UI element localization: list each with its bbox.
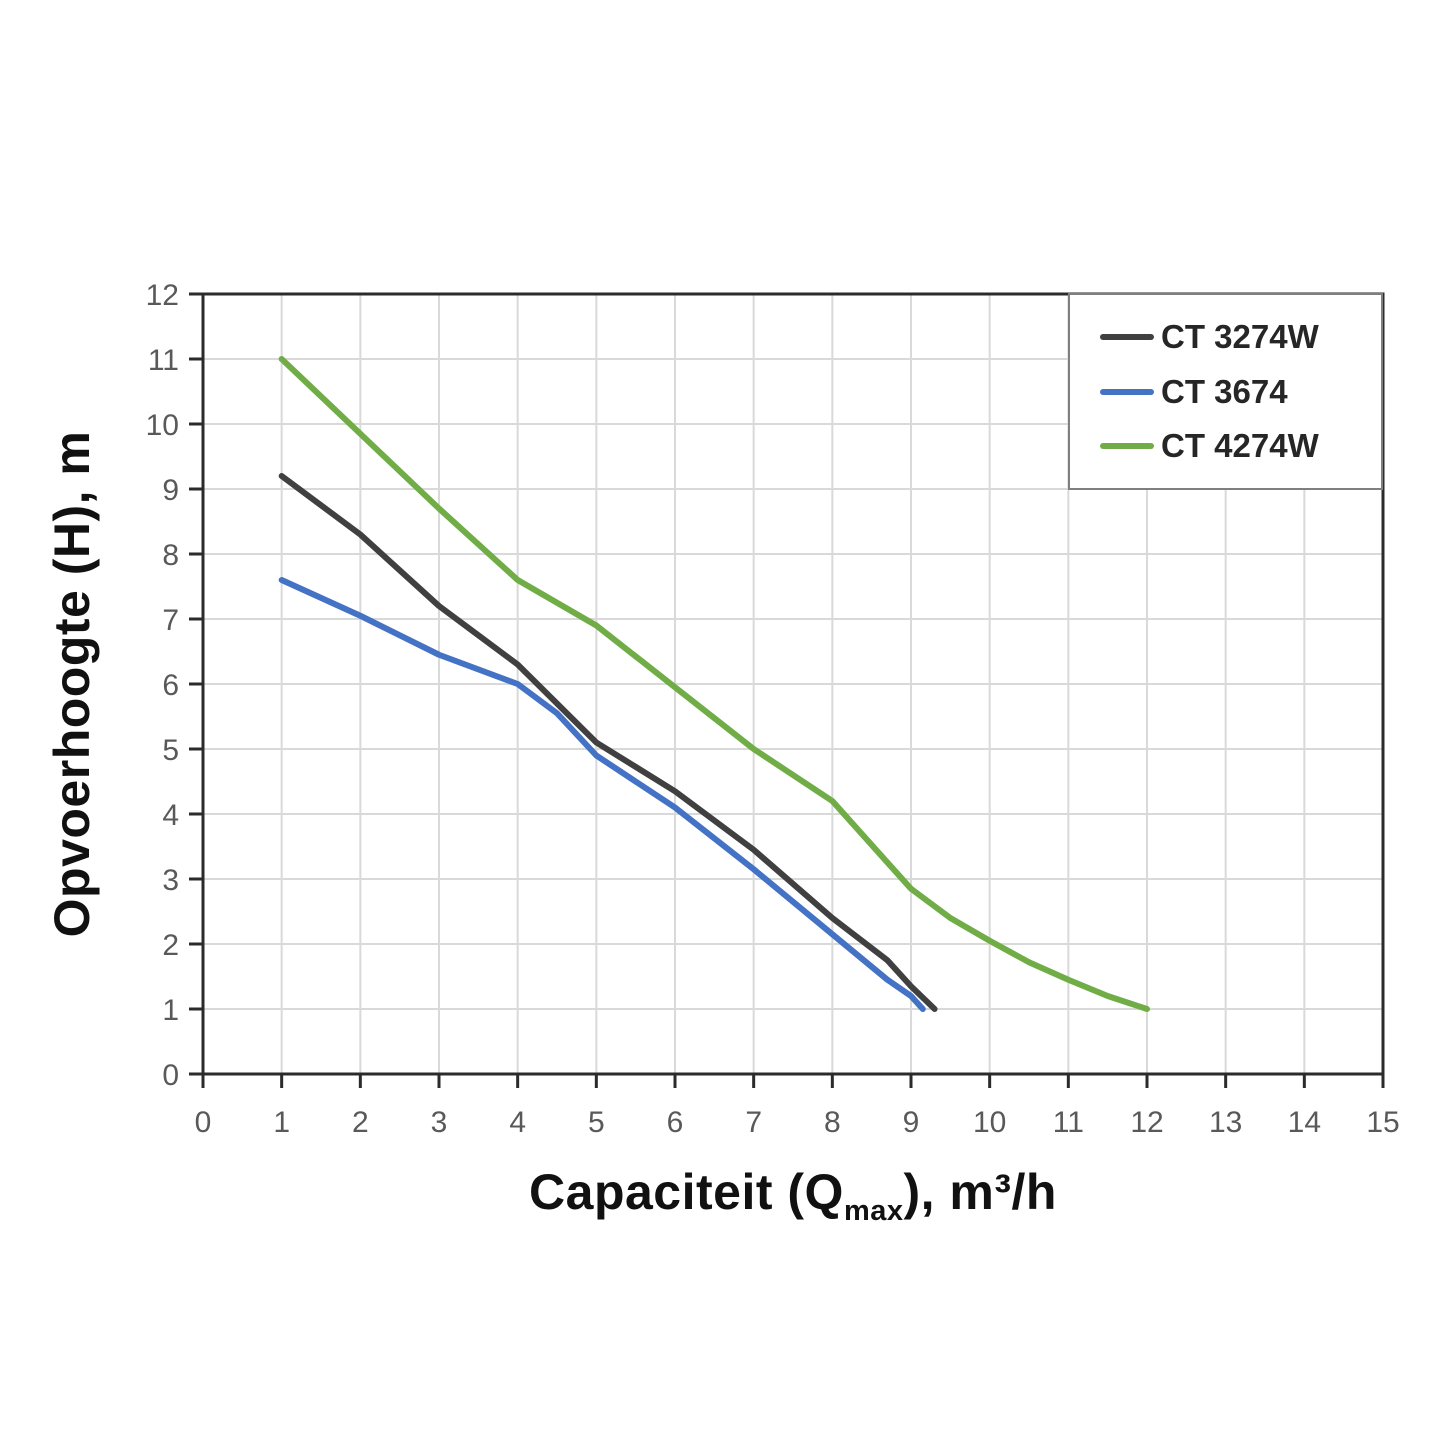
y-tick-label: 6 [162, 669, 179, 702]
x-tick-label: 9 [903, 1106, 920, 1139]
y-tick-label: 5 [162, 734, 179, 767]
x-tick-label: 0 [195, 1106, 212, 1139]
y-tick-label: 1 [162, 994, 179, 1027]
y-tick-label: 9 [162, 474, 179, 507]
series-line-ct-4274w [278, 356, 1150, 1012]
x-tick-label: 5 [588, 1106, 605, 1139]
legend-item: CT 4274W [1100, 427, 1381, 465]
legend-label: CT 3274W [1161, 317, 1319, 355]
legend-line-sample [1100, 443, 1154, 450]
y-tick-label: 0 [162, 1059, 179, 1092]
x-tick-label: 4 [509, 1106, 526, 1139]
x-tick-label: 10 [973, 1106, 1006, 1139]
y-tick-label: 10 [146, 409, 179, 442]
x-tick-label: 1 [273, 1106, 290, 1139]
legend: CT 3274W CT 3674 CT 4274W [1068, 293, 1383, 490]
x-tick-label: 8 [824, 1106, 841, 1139]
legend-item: CT 3274W [1100, 318, 1381, 356]
y-tick-label: 3 [162, 864, 179, 897]
x-tick-label: 12 [1130, 1106, 1163, 1139]
x-tick-label: 13 [1209, 1106, 1242, 1139]
x-tick-label: 3 [431, 1106, 448, 1139]
legend-line-sample [1100, 388, 1154, 395]
x-tick-label: 15 [1366, 1106, 1399, 1139]
x-axis-title: Capaciteit (Qmax), m³/h [203, 1156, 1383, 1247]
legend-item: CT 3674 [1100, 373, 1381, 411]
legend-label: CT 4274W [1161, 427, 1319, 465]
x-tick-label: 7 [745, 1106, 762, 1139]
x-axis-title-subscript: max [843, 1195, 904, 1227]
y-tick-label: 8 [162, 539, 179, 572]
x-tick-label: 2 [352, 1106, 369, 1139]
y-tick-label: 7 [162, 604, 179, 637]
y-tick-label: 12 [146, 279, 179, 312]
legend-label: CT 3674 [1161, 372, 1288, 410]
legend-line-sample [1100, 333, 1154, 340]
x-axis-title-unit: ), m³/h [903, 1164, 1057, 1220]
y-tick-label: 4 [162, 799, 179, 832]
x-tick-label: 14 [1288, 1106, 1321, 1139]
x-tick-label: 11 [1053, 1106, 1084, 1139]
y-tick-label: 11 [148, 344, 179, 377]
x-axis-title-text: Capaciteit (Q [529, 1164, 844, 1220]
x-tick-label: 6 [667, 1106, 684, 1139]
series-line-ct-3274w [278, 473, 938, 1012]
y-axis-title: Opvoerhoogte (H), m [44, 430, 100, 938]
y-tick-label: 2 [162, 929, 179, 962]
series-line-ct-3674 [278, 577, 926, 1012]
